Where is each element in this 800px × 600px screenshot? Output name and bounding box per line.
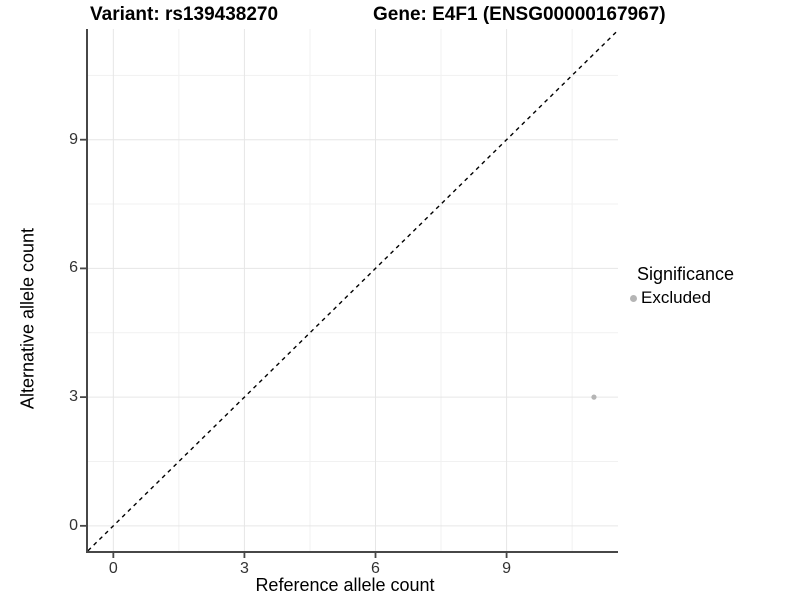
y-tick-label: 6 [69, 259, 78, 277]
y-tick-label: 3 [69, 388, 78, 406]
x-tick-label: 0 [108, 560, 118, 577]
y-tick-label: 9 [69, 130, 78, 148]
data-point [591, 394, 597, 400]
x-tick-label: 9 [502, 560, 512, 577]
plot-title-gene: Gene: E4F1 (ENSG00000167967) [373, 4, 666, 25]
legend-item-label: Excluded [641, 288, 711, 307]
legend: Significance Excluded [630, 264, 734, 308]
y-tick-label: 0 [69, 516, 78, 534]
x-axis-title: Reference allele count [255, 575, 435, 595]
x-tick-label: 3 [239, 560, 249, 577]
plot-title-variant: Variant: rs139438270 [90, 4, 279, 25]
legend-title: Significance [637, 264, 735, 284]
y-axis-title: Alternative allele count [17, 227, 38, 410]
excluded-point-marker-icon [630, 294, 637, 302]
x-tick-label: 6 [371, 560, 380, 577]
legend-item-excluded: Excluded [630, 288, 734, 308]
